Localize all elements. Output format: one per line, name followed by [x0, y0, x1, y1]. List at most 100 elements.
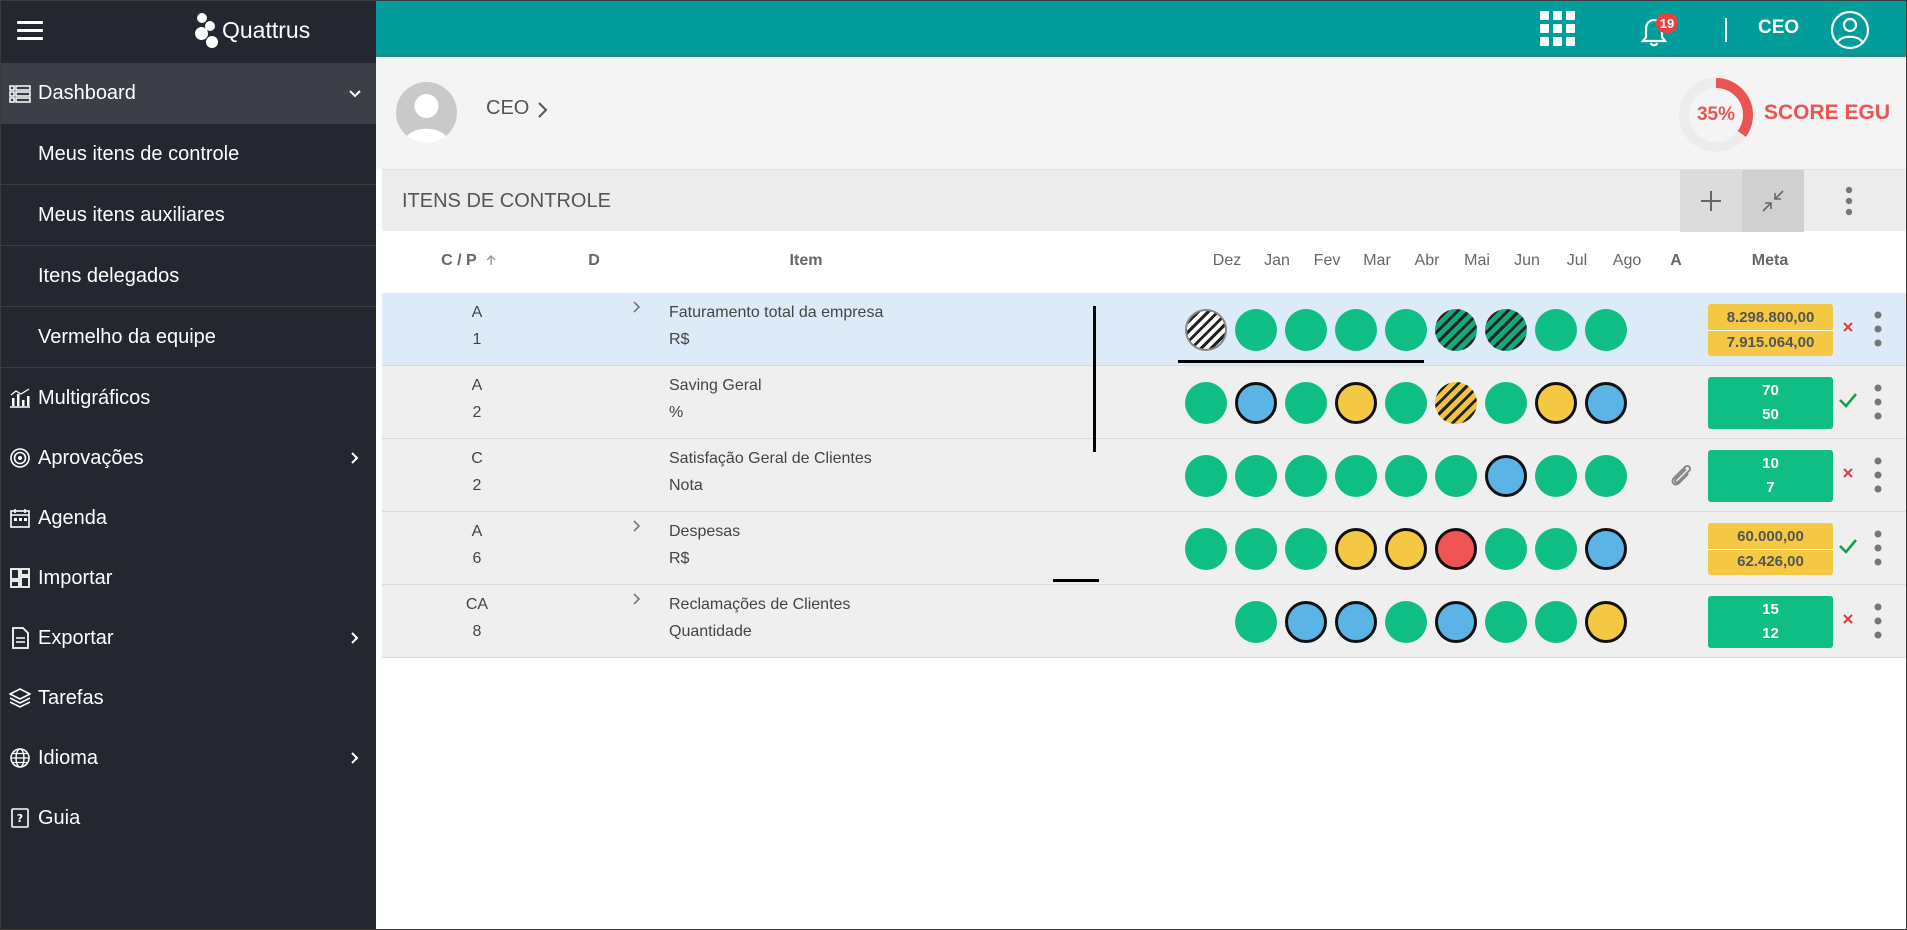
month-status-dot-fev[interactable]: [1285, 528, 1327, 570]
table-row[interactable]: CA 8 Reclamações de Clientes Quantidade 15 12: [382, 585, 1906, 658]
month-status-dot-jun[interactable]: [1485, 455, 1527, 497]
meta-box[interactable]: 10 7: [1708, 450, 1833, 502]
month-status-dot-mai[interactable]: [1435, 528, 1477, 570]
month-status-dot-abr[interactable]: [1385, 528, 1427, 570]
month-status-dot-jun[interactable]: [1485, 382, 1527, 424]
month-status-dot-ago[interactable]: [1585, 309, 1627, 351]
sidebar-item-importar[interactable]: Importar: [1, 548, 376, 608]
row-more-options-icon[interactable]: [1872, 309, 1884, 349]
column-header-item[interactable]: Item: [789, 252, 823, 269]
month-status-dot-abr[interactable]: [1385, 601, 1427, 643]
month-status-dot-abr[interactable]: [1385, 382, 1427, 424]
cell-item-name[interactable]: Reclamações de Clientes: [669, 596, 851, 613]
topbar-username[interactable]: CEO: [1758, 17, 1800, 38]
row-more-options-icon[interactable]: [1872, 528, 1884, 568]
month-status-dot-jan[interactable]: [1235, 601, 1277, 643]
month-status-dot-jan[interactable]: [1235, 382, 1277, 424]
month-status-dot-jun[interactable]: [1485, 601, 1527, 643]
more-options-button[interactable]: [1818, 170, 1880, 232]
month-status-dot-fev[interactable]: [1285, 309, 1327, 351]
cell-item-name[interactable]: Saving Geral: [669, 377, 762, 394]
column-header-d[interactable]: D: [588, 252, 600, 269]
add-button[interactable]: [1680, 170, 1742, 232]
sidebar-item-dashboard[interactable]: Dashboard: [1, 63, 376, 124]
sidebar-subitem-label: Vermelho da equipe: [38, 325, 216, 348]
month-status-dot-fev[interactable]: [1285, 382, 1327, 424]
month-status-dot-jan[interactable]: [1235, 528, 1277, 570]
month-status-dot-dez[interactable]: [1185, 528, 1227, 570]
month-status-dot-dez[interactable]: [1185, 382, 1227, 424]
logo-text: Quattrus: [222, 16, 311, 43]
sidebar-subitem-meus-itens-auxiliares[interactable]: Meus itens auxiliares: [1, 185, 376, 246]
avatar[interactable]: [396, 82, 457, 143]
profile-breadcrumb-name[interactable]: CEO: [486, 97, 530, 119]
meta-box[interactable]: 8.298.800,00 7.915.064,00: [1708, 304, 1833, 356]
sidebar-item-aprovacoes[interactable]: Aprovações: [1, 428, 376, 488]
column-header-cp[interactable]: C / P: [441, 252, 497, 270]
meta-box[interactable]: 15 12: [1708, 596, 1833, 648]
month-status-dot-dez[interactable]: [1185, 455, 1227, 497]
month-status-dot-fev[interactable]: [1285, 601, 1327, 643]
meta-box[interactable]: 60.000,00 62.426,00: [1708, 523, 1833, 575]
month-status-dot-mar[interactable]: [1335, 528, 1377, 570]
month-status-dot-abr[interactable]: [1385, 455, 1427, 497]
table-row[interactable]: A 2 Saving Geral% 70 50: [382, 366, 1906, 439]
month-status-dot-dez[interactable]: [1185, 309, 1227, 351]
cell-item-name[interactable]: Satisfação Geral de Clientes: [669, 450, 872, 467]
month-status-dot-ago[interactable]: [1585, 382, 1627, 424]
month-status-dot-jul[interactable]: [1535, 455, 1577, 497]
sidebar-item-tarefas[interactable]: Tarefas: [1, 668, 376, 728]
paperclip-icon[interactable]: [1666, 461, 1696, 491]
month-status-dot-ago[interactable]: [1585, 455, 1627, 497]
notification-count-badge: 19: [1656, 13, 1678, 33]
month-status-dot-mar[interactable]: [1335, 382, 1377, 424]
row-more-options-icon[interactable]: [1872, 601, 1884, 641]
row-more-options-icon[interactable]: [1872, 455, 1884, 495]
apps-grid-icon[interactable]: [1540, 11, 1576, 47]
sidebar-subitem-meus-itens-de-controle[interactable]: Meus itens de controle: [1, 124, 376, 185]
expand-chevron-icon[interactable]: [630, 299, 644, 315]
month-status-dot-abr[interactable]: [1385, 309, 1427, 351]
cell-item-name[interactable]: Faturamento total da empresa: [669, 304, 884, 321]
sidebar-item-guia[interactable]: ? Guia: [1, 788, 376, 848]
chevron-right-icon[interactable]: [536, 101, 550, 119]
table-row[interactable]: A 1 Faturamento total da empresa R$ 8.298.80…: [382, 293, 1906, 366]
sidebar-subitem-itens-delegados[interactable]: Itens delegados: [1, 246, 376, 307]
sidebar-item-multigraficos[interactable]: Multigráficos: [1, 368, 376, 428]
month-status-dot-ago[interactable]: [1585, 601, 1627, 643]
sidebar-item-label: Guia: [38, 806, 81, 829]
month-status-dot-ago[interactable]: [1585, 528, 1627, 570]
month-status-dot-fev[interactable]: [1285, 455, 1327, 497]
month-status-dot-jan[interactable]: [1235, 309, 1277, 351]
month-status-dot-jun[interactable]: [1485, 309, 1527, 351]
month-status-dot-mar[interactable]: [1335, 309, 1377, 351]
month-status-dot-mai[interactable]: [1435, 601, 1477, 643]
sidebar-item-exportar[interactable]: Exportar: [1, 608, 376, 668]
sidebar-item-idioma[interactable]: Idioma: [1, 728, 376, 788]
row-more-options-icon[interactable]: [1872, 382, 1884, 422]
month-status-dot-mar[interactable]: [1335, 455, 1377, 497]
month-status-dot-jul[interactable]: [1535, 528, 1577, 570]
month-status-dot-jul[interactable]: [1535, 309, 1577, 351]
month-status-dot-mai[interactable]: [1435, 455, 1477, 497]
expand-chevron-icon[interactable]: [630, 518, 644, 534]
month-status-dot-mar[interactable]: [1335, 601, 1377, 643]
cell-item-name[interactable]: Despesas: [669, 523, 741, 540]
month-status-dot-jul[interactable]: [1535, 601, 1577, 643]
user-account-icon[interactable]: [1830, 10, 1870, 50]
list-icon: [9, 84, 31, 103]
month-status-dot-mai[interactable]: [1435, 382, 1477, 424]
table-row[interactable]: A 6 Despesas R$ 60.000,00 62.426,00: [382, 512, 1906, 585]
notifications-bell-icon[interactable]: 19: [1634, 11, 1678, 51]
meta-box[interactable]: 70 50: [1708, 377, 1833, 429]
table-row[interactable]: C 2 Satisfação Geral de Clientes Nota 10 7: [382, 439, 1906, 512]
expand-chevron-icon[interactable]: [630, 591, 644, 607]
month-status-dot-jun[interactable]: [1485, 528, 1527, 570]
sidebar-subitem-vermelho-da-equipe[interactable]: Vermelho da equipe: [1, 307, 376, 368]
month-status-dot-jan[interactable]: [1235, 455, 1277, 497]
sidebar-item-agenda[interactable]: Agenda: [1, 488, 376, 548]
month-status-dot-jul[interactable]: [1535, 382, 1577, 424]
hamburger-menu-icon[interactable]: [17, 21, 43, 41]
collapse-button[interactable]: [1742, 170, 1804, 232]
month-status-dot-mai[interactable]: [1435, 309, 1477, 351]
